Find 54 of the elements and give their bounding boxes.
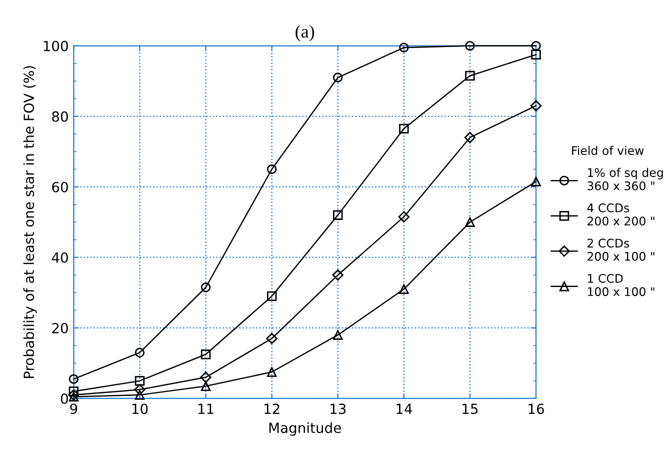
y-axis-title: Probability of at least one star in the FOV (%) [23, 66, 37, 378]
point [200, 372, 212, 383]
x-tick-label: 15 [462, 404, 478, 414]
point [266, 367, 277, 377]
point [531, 50, 541, 60]
point [399, 42, 409, 52]
point [333, 210, 343, 220]
x-tick-label: 11 [198, 404, 214, 414]
point [134, 376, 145, 386]
legend-label: 2 CCDs 200 x 100 " [588, 238, 654, 261]
point [134, 390, 145, 400]
y-tick-label: 40 [52, 252, 68, 263]
point [531, 40, 541, 51]
point [333, 72, 343, 82]
point [266, 164, 277, 174]
y-tick-label: 0 [60, 393, 68, 404]
point [465, 217, 475, 227]
point [68, 389, 80, 401]
point [200, 282, 211, 292]
point [465, 40, 475, 51]
point [398, 211, 410, 222]
point [399, 124, 409, 134]
point [68, 392, 79, 402]
point [68, 374, 79, 384]
point [531, 176, 541, 186]
point [332, 269, 344, 281]
legend-label: 1% of sq deg 360 x 360 " [588, 168, 663, 190]
point [399, 284, 409, 294]
legend-label: 1 CCD 100 x 100 " [588, 274, 654, 296]
x-tick-label: 14 [396, 404, 412, 414]
y-tick-label: 20 [52, 322, 68, 334]
point [134, 348, 145, 358]
point [333, 330, 343, 340]
point [200, 350, 211, 360]
legend-label: 4 CCDs 200 x 200 " [587, 203, 654, 226]
y-tick-label: 60 [52, 182, 68, 192]
legend-title: Field of view [572, 146, 644, 156]
point [530, 100, 542, 112]
point [68, 386, 79, 396]
point [134, 384, 146, 396]
point [200, 381, 211, 391]
y-tick-label: 100 [44, 40, 68, 52]
point [266, 332, 278, 344]
chart-title: (a) [296, 24, 314, 42]
point [464, 132, 476, 144]
x-tick-label: 9 [70, 404, 78, 414]
x-tick-label: 16 [528, 404, 544, 414]
x-axis-title: Magnitude [269, 422, 341, 436]
x-tick-label: 10 [132, 404, 148, 414]
point [266, 291, 277, 302]
x-tick-label: 13 [330, 404, 346, 414]
point [465, 70, 475, 81]
x-tick-label: 12 [264, 404, 280, 414]
y-tick-label: 80 [52, 111, 68, 122]
